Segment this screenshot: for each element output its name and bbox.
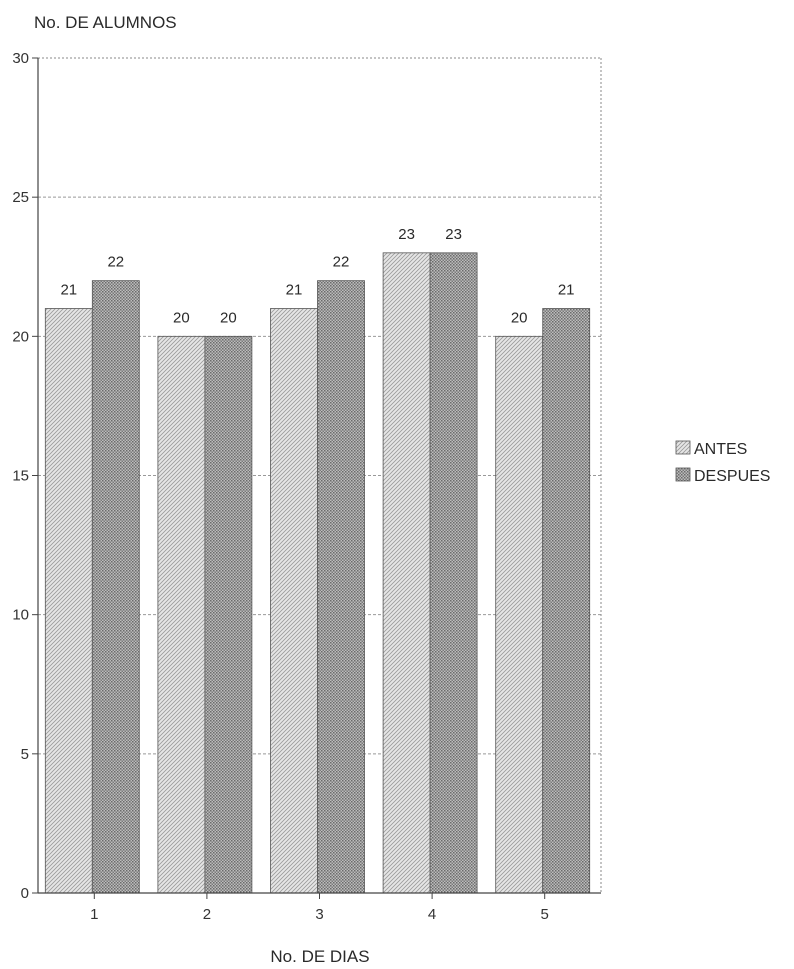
y-tick-label: 30	[12, 50, 29, 67]
x-tick-label: 4	[428, 906, 436, 923]
bar-despues-4	[429, 252, 478, 894]
y-tick-label: 0	[21, 885, 29, 902]
y-tick-label: 10	[12, 607, 29, 624]
legend-swatch-despues	[675, 467, 691, 482]
bar-antes-1	[44, 308, 93, 894]
bars	[44, 252, 591, 894]
y-tick-label: 20	[12, 328, 29, 345]
y-tick-label: 5	[21, 746, 29, 763]
x-tick-label: 3	[315, 906, 323, 923]
bar-despues-5	[542, 308, 591, 894]
axes	[32, 57, 601, 899]
bar-antes-5	[495, 335, 544, 894]
legend-swatch-antes	[675, 440, 691, 455]
data-label-antes-1: 21	[60, 282, 77, 299]
data-label-despues-5: 21	[558, 282, 575, 299]
x-tick-label: 2	[203, 906, 211, 923]
bar-despues-1	[91, 280, 140, 894]
data-label-despues-3: 22	[333, 254, 350, 271]
y-axis-title: No. DE ALUMNOS	[34, 13, 177, 32]
bar-antes-4	[382, 252, 431, 894]
x-axis-title: No. DE DIAS	[270, 947, 369, 966]
y-tick-label: 25	[12, 189, 29, 206]
data-label-antes-5: 20	[511, 309, 528, 326]
data-label-despues-2: 20	[220, 309, 237, 326]
x-tick-label: 5	[541, 906, 549, 923]
data-label-antes-4: 23	[398, 226, 415, 243]
legend-label-despues: DESPUES	[694, 468, 770, 485]
x-tick-label: 1	[90, 906, 98, 923]
y-tick-label: 15	[12, 468, 29, 485]
bar-despues-3	[317, 280, 365, 894]
legend-label-antes: ANTES	[694, 441, 747, 458]
data-label-despues-4: 23	[445, 226, 462, 243]
bar-despues-2	[204, 335, 253, 894]
legend: ANTES DESPUES	[675, 440, 770, 485]
data-label-antes-2: 20	[173, 309, 190, 326]
data-label-antes-3: 21	[286, 282, 303, 299]
bar-antes-2	[157, 335, 206, 894]
data-label-despues-1: 22	[107, 254, 124, 271]
bar-antes-3	[270, 308, 318, 894]
